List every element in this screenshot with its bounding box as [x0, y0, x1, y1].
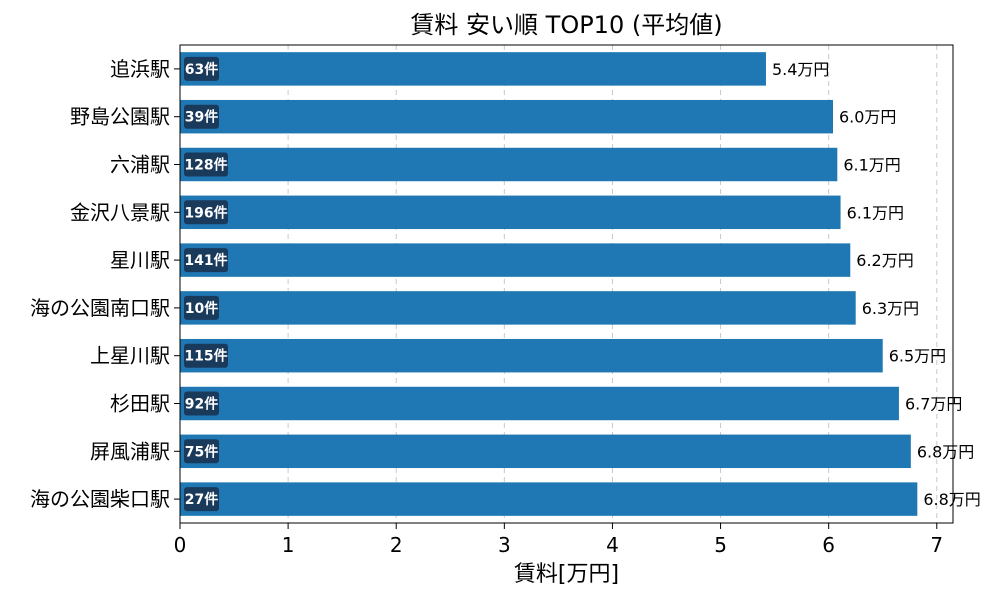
bar-value-label: 6.5万円: [889, 347, 946, 366]
count-badge: [184, 439, 219, 464]
category-label: 上星川駅: [90, 344, 170, 368]
x-tick-label: 5: [714, 533, 727, 557]
x-tick-label: 7: [930, 533, 943, 557]
x-tick-label: 4: [606, 533, 619, 557]
count-label: 75件: [185, 443, 218, 460]
x-tick-label: 6: [822, 533, 835, 557]
category-label: 星川駅: [110, 248, 170, 272]
bar-value-label: 6.1万円: [843, 156, 900, 175]
bar-value-label: 6.8万円: [917, 442, 974, 461]
plot-frame: [179, 44, 954, 524]
category-label: 六浦駅: [110, 153, 170, 177]
bar: [180, 482, 918, 516]
count-badge: [184, 391, 219, 416]
bar: [180, 147, 838, 182]
y-axis-categories: 追浜駅野島公園駅六浦駅金沢八景駅星川駅海の公園南口駅上星川駅杉田駅屏風浦駅海の公…: [30, 57, 180, 511]
bar-value-label: 5.4万円: [772, 60, 829, 79]
count-label: 27件: [185, 491, 218, 508]
x-tick-label: 3: [498, 533, 511, 557]
x-tick-label: 2: [390, 533, 403, 557]
bar-value-label: 6.3万円: [862, 299, 919, 318]
count-badge: [184, 487, 219, 512]
count-badge: [184, 200, 228, 225]
count-label: 196件: [184, 204, 227, 221]
bars: 5.4万円 63件 6.0万円 39件 6.1万円 128件 6.1万円 196件 6.2万円 1…: [180, 52, 981, 516]
bar-value-label: 6.8万円: [923, 490, 980, 509]
x-tick-label: 1: [282, 533, 295, 557]
count-badge: [184, 104, 219, 129]
chart-title: 賃料 安い順 TOP10 (平均値): [410, 11, 722, 39]
bar: [180, 291, 856, 325]
x-axis-ticks: 0 1 2 3 4 5 6 7: [174, 523, 943, 557]
count-badge: [184, 56, 219, 81]
bar-value-label: 6.1万円: [847, 203, 904, 222]
bar-value-label: 6.7万円: [905, 395, 962, 414]
count-label: 128件: [184, 157, 227, 174]
count-label: 10件: [185, 300, 218, 317]
bar: [180, 434, 911, 469]
category-label: 屏風浦駅: [90, 439, 170, 463]
count-badge: [184, 295, 219, 320]
count-badge: [184, 152, 228, 177]
count-badge: [184, 343, 228, 368]
category-label: 追浜駅: [110, 57, 170, 81]
bar: [180, 52, 766, 86]
bar: [180, 386, 899, 421]
count-label: 141件: [184, 252, 227, 269]
count-label: 92件: [185, 396, 218, 413]
bar: [180, 338, 883, 373]
x-tick-label: 0: [174, 533, 187, 557]
category-label: 海の公園柴口駅: [30, 487, 170, 511]
bar-value-label: 6.0万円: [839, 108, 896, 127]
x-axis-label: 賃料[万円]: [514, 562, 619, 587]
bar-value-label: 6.2万円: [856, 251, 913, 270]
category-label: 杉田駅: [110, 392, 170, 416]
count-label: 115件: [184, 348, 227, 365]
bar: [180, 99, 833, 134]
bar: [180, 243, 851, 277]
count-label: 39件: [185, 109, 218, 126]
category-label: 金沢八景駅: [70, 200, 170, 224]
category-label: 野島公園駅: [70, 105, 170, 129]
count-badge: [184, 248, 228, 273]
count-label: 63件: [185, 61, 218, 78]
bar: [180, 195, 841, 230]
category-label: 海の公園南口駅: [30, 296, 170, 320]
